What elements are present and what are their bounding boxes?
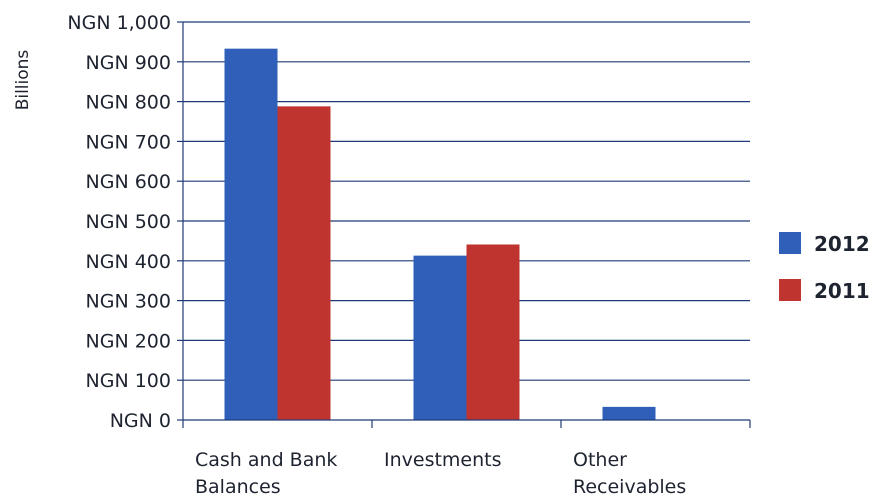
bars [224,48,656,420]
y-tick-label: NGN 200 [86,330,171,352]
legend: 2012 2011 [779,232,870,303]
y-tick-label: NGN 400 [86,251,171,273]
bar-2012 [602,406,656,420]
legend-label-2011: 2011 [814,279,870,303]
bar-2012 [413,255,467,420]
y-tick-label: NGN 500 [86,211,171,233]
x-category-label: Investments [384,449,502,471]
y-tick-label: NGN 0 [110,410,171,432]
legend-label-2012: 2012 [814,232,870,256]
y-tick-label: NGN 900 [86,52,171,74]
bar-2011 [466,244,520,420]
x-category-label: Cash and Bank [195,449,337,471]
x-category-label: Receivables [573,476,686,498]
x-category-label: Other [573,449,627,471]
x-axis-labels: Cash and Bank Balances Investments Other Rec… [195,449,686,498]
legend-swatch-2012 [779,232,801,254]
x-category-label: Balances [195,476,281,498]
y-tick-label: NGN 300 [86,291,171,313]
y-tick-label: NGN 1,000 [67,12,171,34]
y-axis-title: Billions [13,50,33,111]
y-axis-ticks: NGN 0 NGN 100 NGN 200 NGN 300 NGN 400 NGN 500… [67,12,183,432]
legend-swatch-2011 [779,279,801,301]
y-tick-label: NGN 100 [86,370,171,392]
y-tick-label: NGN 800 [86,92,171,114]
bar-2011 [277,106,331,420]
y-tick-label: NGN 700 [86,131,171,153]
x-axis [182,22,751,428]
bar-2012 [224,48,278,420]
y-tick-label: NGN 600 [86,171,171,193]
